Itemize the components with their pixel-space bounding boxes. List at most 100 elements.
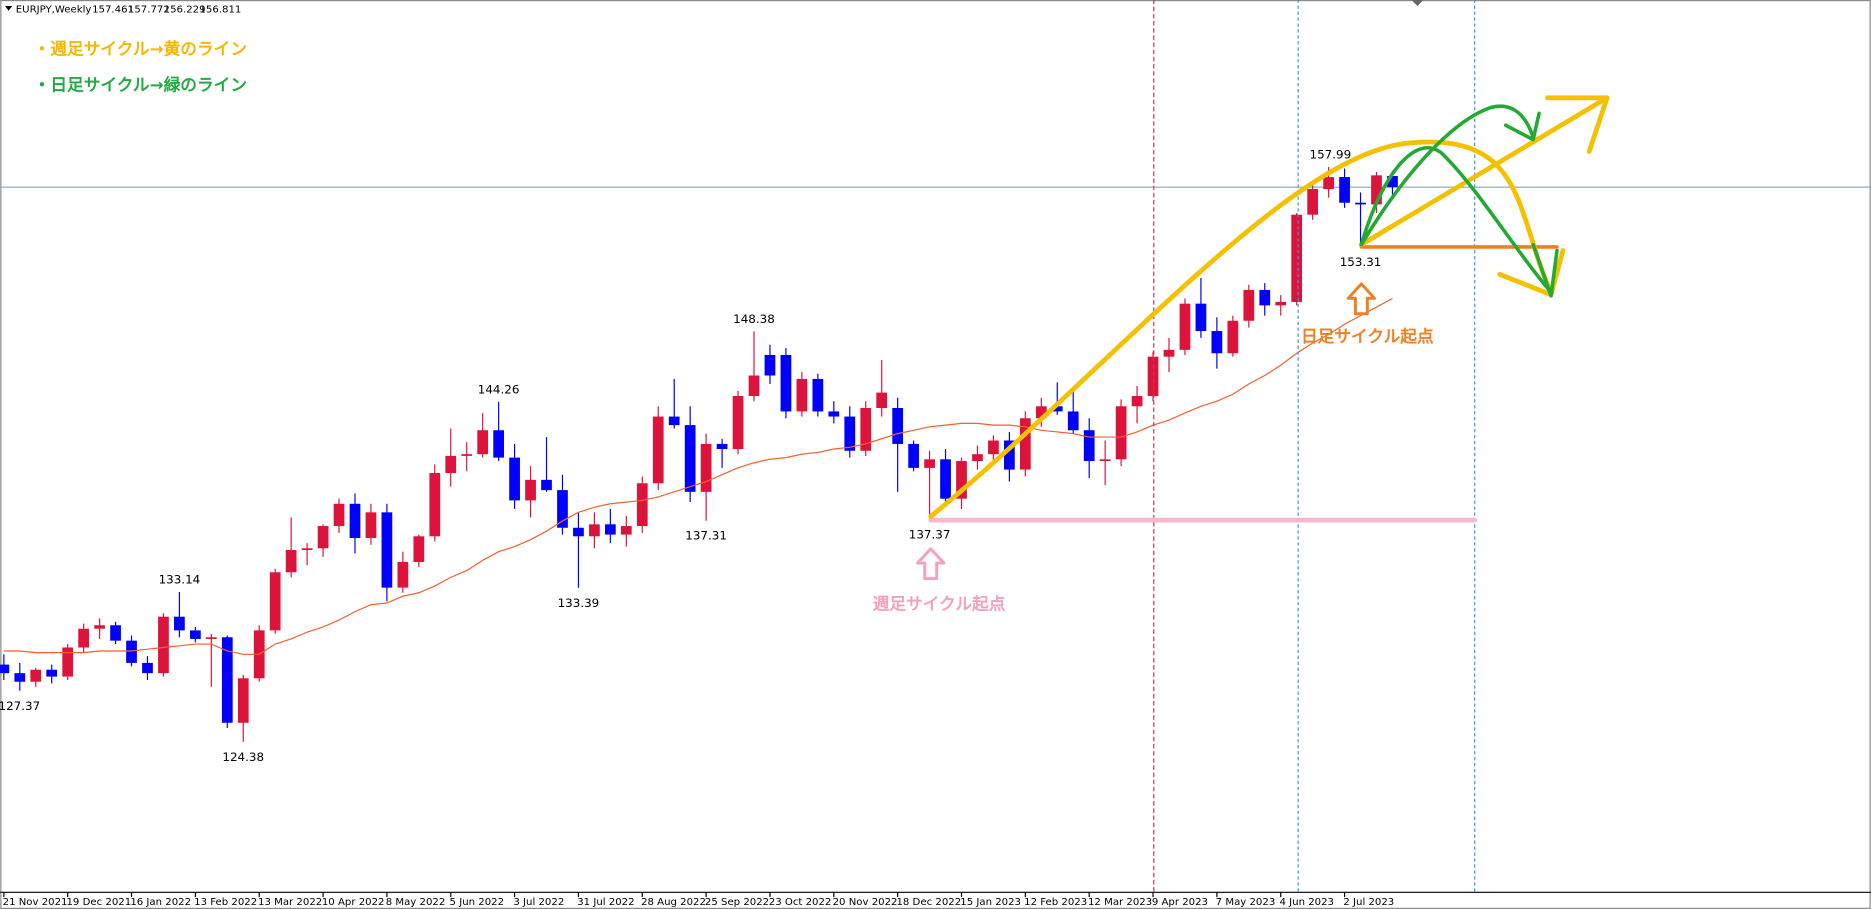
candle-body (812, 378, 824, 412)
candle-body (1339, 177, 1350, 203)
candle-body (509, 457, 520, 501)
ohlc-open: 157.461 (92, 5, 134, 16)
x-tick-label: 20 Nov 2022 (833, 897, 898, 908)
candle-body (221, 637, 233, 723)
price-label: 137.37 (909, 528, 951, 542)
x-tick-label: 4 Jun 2023 (1280, 897, 1334, 908)
candle-body (1115, 406, 1127, 460)
candle-body (190, 630, 201, 639)
candle-body (1227, 320, 1239, 354)
candle-body (1163, 349, 1175, 357)
note: ・日足サイクル→緑のライン (34, 74, 247, 94)
candle-body (1355, 202, 1366, 205)
candle-body (381, 512, 393, 588)
x-tick-label: 18 Dec 2022 (896, 897, 961, 908)
yellow-line (1358, 95, 1610, 247)
candle-body (1131, 396, 1143, 407)
price-label: 157.99 (1310, 148, 1352, 162)
candle-body (988, 440, 999, 455)
candle-body (908, 443, 919, 468)
candle-body (46, 669, 58, 677)
candle-body (158, 616, 169, 674)
candle-body (110, 625, 121, 641)
pink-up-arrow (916, 547, 946, 581)
candle-body (14, 673, 26, 682)
candle-body (30, 669, 42, 682)
candle-body (684, 425, 696, 492)
symbol: EURJPY,Weekly (16, 5, 92, 16)
candle-body (1051, 406, 1063, 412)
candle-body (892, 408, 904, 444)
candle-body (652, 416, 664, 484)
candle-body (876, 392, 888, 409)
drawings (916, 0, 1610, 893)
candle-body (636, 483, 648, 527)
candle-body (1019, 418, 1031, 470)
candle-body (956, 461, 967, 499)
candle-body (1211, 331, 1223, 354)
price-label: 153.31 (1340, 255, 1382, 269)
x-tick-label: 31 Jul 2022 (577, 897, 634, 908)
candle-body (1323, 177, 1334, 190)
price-label: 148.38 (733, 312, 775, 326)
candle-body (1243, 289, 1255, 321)
candle-body (493, 430, 504, 458)
candle-body (796, 378, 808, 412)
note: ・週足サイクル→黄のライン (34, 39, 247, 59)
x-tick-label: 15 Jan 2023 (960, 897, 1021, 908)
ohlc-close: 156.811 (199, 5, 241, 16)
candle-body (573, 527, 584, 537)
candle-body (700, 443, 712, 492)
x-tick-label: 28 Aug 2022 (641, 897, 706, 908)
x-tick-label: 13 Mar 2022 (258, 897, 322, 908)
x-tick-label: 7 May 2023 (1216, 897, 1276, 908)
candle-body (525, 479, 536, 501)
candle-body (174, 616, 185, 631)
candle-body (94, 625, 105, 629)
candle-body (333, 503, 345, 527)
candle-body (1291, 214, 1303, 302)
x-tick-label: 2 Jul 2023 (1343, 897, 1394, 908)
candle-body (142, 662, 153, 674)
candle-body (940, 459, 951, 499)
price-label: 124.38 (222, 750, 264, 764)
candle-body (1387, 176, 1398, 188)
candle-body (397, 561, 409, 588)
candle-body (748, 375, 760, 397)
candle-body (1083, 430, 1095, 462)
candle-body (589, 524, 600, 537)
candle-body (269, 572, 281, 631)
candle-body (461, 454, 473, 456)
candle-body (541, 479, 552, 491)
candle-body (1259, 289, 1271, 306)
candle-body (1099, 459, 1111, 462)
yellow-curve (928, 139, 1554, 519)
candle-body (1371, 175, 1382, 205)
moving-average (3, 297, 1393, 655)
candle-body (301, 548, 313, 550)
candle-body (557, 490, 568, 528)
x-tick-label: 21 Nov 2021 (3, 897, 68, 908)
candle-body (1275, 301, 1287, 306)
candle-body (429, 473, 441, 537)
candle-body (237, 678, 249, 723)
menu-arrow (5, 5, 13, 11)
candle-body (1004, 440, 1015, 470)
candle-body (764, 354, 776, 376)
x-tick-label: 25 Sep 2022 (705, 897, 769, 908)
orange-up-arrow (1346, 282, 1376, 316)
candles (0, 166, 1398, 742)
candle-body (477, 430, 489, 455)
candle-body (604, 524, 616, 535)
x-tick-label: 3 Jul 2022 (513, 897, 564, 908)
green-arrow (1531, 242, 1559, 298)
candle-body (716, 443, 728, 450)
candle-body (924, 459, 935, 468)
x-tick-label: 23 Oct 2022 (769, 897, 832, 908)
candle-body (620, 526, 632, 535)
x-tick-label: 12 Feb 2023 (1024, 897, 1087, 908)
candle-body (1179, 303, 1191, 350)
